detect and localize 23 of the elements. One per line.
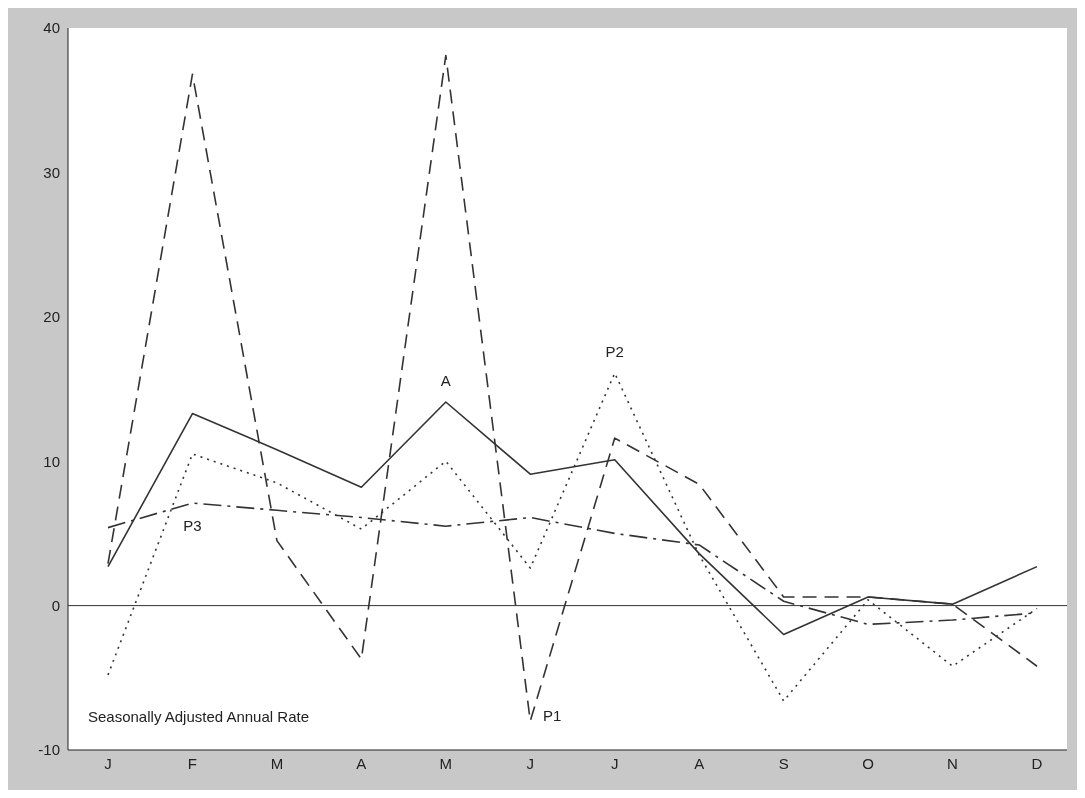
- series-label: P2: [605, 343, 624, 361]
- x-tick-label: F: [187, 754, 198, 772]
- x-tick-label: N: [947, 754, 958, 772]
- x-tick-label: D: [1031, 754, 1043, 772]
- y-tick-label: 20: [43, 308, 60, 326]
- series-label: P3: [183, 517, 202, 535]
- y-tick-label: 10: [43, 452, 60, 470]
- y-tick-label: 30: [43, 163, 60, 181]
- series-label: A: [440, 372, 451, 389]
- x-tick-label: S: [778, 754, 789, 772]
- x-tick-label: M: [439, 754, 453, 772]
- y-tick-label: 40: [43, 19, 60, 37]
- y-tick-label: 0: [51, 596, 60, 614]
- x-tick-label: A: [356, 754, 367, 772]
- annotation: Seasonally Adjusted Annual Rate: [88, 708, 309, 725]
- x-tick-label: O: [862, 754, 874, 772]
- y-tick-label: -10: [38, 741, 60, 759]
- x-tick-label: M: [270, 754, 284, 772]
- x-tick-label: J: [526, 754, 535, 772]
- x-tick-label: J: [610, 754, 619, 772]
- series-label: P1: [543, 707, 562, 725]
- x-tick-label: J: [104, 754, 112, 772]
- x-tick-label: A: [694, 754, 705, 772]
